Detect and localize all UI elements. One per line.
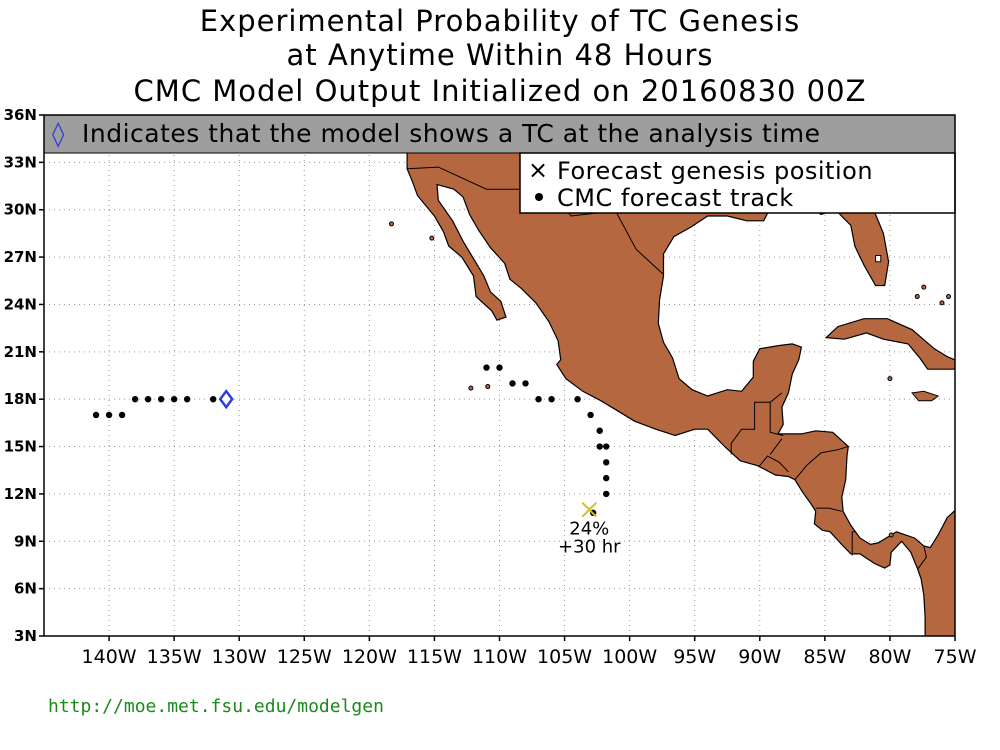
track-point xyxy=(603,490,610,498)
track-point xyxy=(522,380,529,387)
country-border xyxy=(794,446,849,481)
track-point xyxy=(131,395,139,403)
lat-tick-label: 36N xyxy=(4,106,37,124)
lat-tick-label: 9N xyxy=(14,532,37,550)
small-island xyxy=(939,300,945,306)
small-island xyxy=(888,532,894,538)
lat-tick-label: 24N xyxy=(4,295,37,313)
lon-tick-label: 115W xyxy=(407,646,462,668)
landmass xyxy=(388,115,955,636)
lat-tick-label: 12N xyxy=(4,485,37,503)
country-border xyxy=(916,545,927,570)
track-point xyxy=(118,411,126,419)
country-border xyxy=(769,402,784,436)
track-point xyxy=(170,395,178,403)
cross-icon: × xyxy=(528,156,549,184)
lat-tick-label: 15N xyxy=(4,438,37,456)
track-dot-icon xyxy=(535,193,543,201)
track-point xyxy=(603,443,610,450)
genesis-lead-time-label: +30 hr xyxy=(558,537,621,558)
lat-tick-label: 6N xyxy=(14,580,37,598)
analysis-diamond-marker xyxy=(218,389,234,410)
track-point xyxy=(509,380,516,387)
track-point xyxy=(574,395,581,403)
lon-tick-label: 125W xyxy=(277,646,332,668)
title-line-1: Experimental Probability of TC Genesis xyxy=(200,4,801,38)
small-island xyxy=(945,294,951,300)
lat-tick-label: 33N xyxy=(4,153,37,171)
track-point xyxy=(144,395,152,403)
legend-box xyxy=(519,152,956,214)
lon-tick-label: 85W xyxy=(803,646,846,668)
lake-okeechobee xyxy=(875,255,882,263)
lat-tick-label: 3N xyxy=(14,627,37,645)
lat-tick-label: 30N xyxy=(4,201,37,219)
genesis-cross-marker xyxy=(581,501,598,518)
cuba-island xyxy=(824,318,955,370)
legend-genesis-label: Forecast genesis position xyxy=(557,157,873,185)
track-point xyxy=(92,411,100,419)
lon-tick-label: 80W xyxy=(868,646,911,668)
lon-tick-label: 100W xyxy=(602,646,657,668)
country-border xyxy=(758,455,789,473)
genesis-probability-label: 24% xyxy=(569,519,609,540)
track-point xyxy=(209,395,217,403)
title-line-2: at Anytime Within 48 Hours xyxy=(286,38,713,72)
analysis-banner xyxy=(43,114,956,154)
track-point xyxy=(548,395,555,403)
small-island xyxy=(388,221,394,227)
lon-tick-label: 110W xyxy=(472,646,527,668)
mainland-americas xyxy=(406,115,955,636)
lon-tick-label: 130W xyxy=(212,646,267,668)
lon-tick-label: 105W xyxy=(537,646,592,668)
banner-text: Indicates that the model shows a TC at t… xyxy=(82,119,821,148)
lat-tick-label: 18N xyxy=(4,390,37,408)
small-island xyxy=(921,284,927,290)
forecast-tracks xyxy=(92,364,610,518)
legend-track-label: CMC forecast track xyxy=(557,184,794,212)
lat-tick-label: 21N xyxy=(4,343,37,361)
lon-tick-label: 135W xyxy=(147,646,202,668)
small-island xyxy=(468,385,474,391)
lon-tick-label: 90W xyxy=(738,646,781,668)
country-border xyxy=(815,507,842,512)
lon-tick-label: 95W xyxy=(673,646,716,668)
jamaica-island xyxy=(911,390,940,402)
track-point xyxy=(587,411,594,419)
track-point xyxy=(596,443,603,450)
small-island xyxy=(887,376,893,382)
small-island xyxy=(429,235,435,241)
track-point xyxy=(603,459,610,466)
track-point xyxy=(496,364,503,371)
latitude-axis: 36N 33N 30N 27N 24N 21N 18N 15N 12N 9N 6N 3N xyxy=(4,106,44,645)
country-border xyxy=(769,438,783,455)
track-point xyxy=(183,395,191,403)
track-point xyxy=(157,395,165,403)
source-url[interactable]: http://moe.met.fsu.edu/modelgen xyxy=(48,696,384,717)
lon-tick-label: 140W xyxy=(82,646,137,668)
longitude-axis: 140W 135W 130W 125W 120W 115W 110W 105W 100W 95W 9… xyxy=(82,636,977,668)
track-point xyxy=(603,474,610,482)
small-island xyxy=(485,384,491,390)
lon-tick-label: 120W xyxy=(342,646,397,668)
track-point xyxy=(596,427,603,434)
country-border xyxy=(851,531,857,556)
lon-tick-label: 75W xyxy=(934,646,977,668)
title-line-3: CMC Model Output Initialized on 20160830… xyxy=(134,74,867,108)
small-island xyxy=(914,294,920,300)
lat-tick-label: 27N xyxy=(4,248,37,266)
track-point xyxy=(535,395,542,403)
track-point xyxy=(105,411,113,419)
track-point xyxy=(483,364,490,371)
diamond-icon: ◊ xyxy=(52,119,65,148)
